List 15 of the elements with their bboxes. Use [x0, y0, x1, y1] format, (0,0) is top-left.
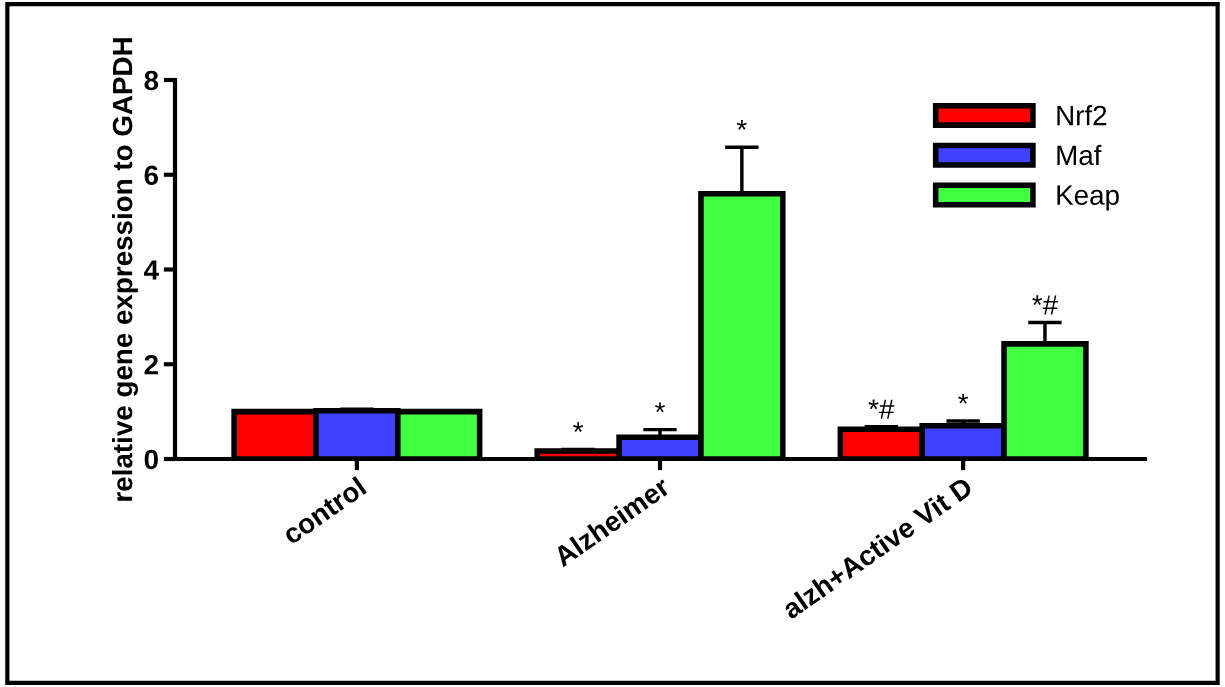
y-tick-label: 2	[144, 354, 158, 375]
legend-label: Keap	[1057, 185, 1119, 211]
legend-label: Maf	[1057, 144, 1102, 166]
y-tick-label: 0	[144, 449, 158, 470]
data-label: *	[958, 393, 969, 404]
y-tick-label: 8	[144, 70, 159, 91]
data-label: *	[736, 120, 747, 130]
data-label: *	[573, 422, 584, 433]
y-tick-label: 6	[144, 165, 159, 186]
y-tick-label: 4	[144, 260, 159, 280]
y-axis-title: relative gene expression to GAPDH	[112, 38, 139, 501]
data-label: *#	[1032, 295, 1058, 315]
data-label: *	[655, 402, 665, 413]
legend-label: Nrf2	[1057, 105, 1107, 126]
data-label: *#	[868, 399, 895, 419]
